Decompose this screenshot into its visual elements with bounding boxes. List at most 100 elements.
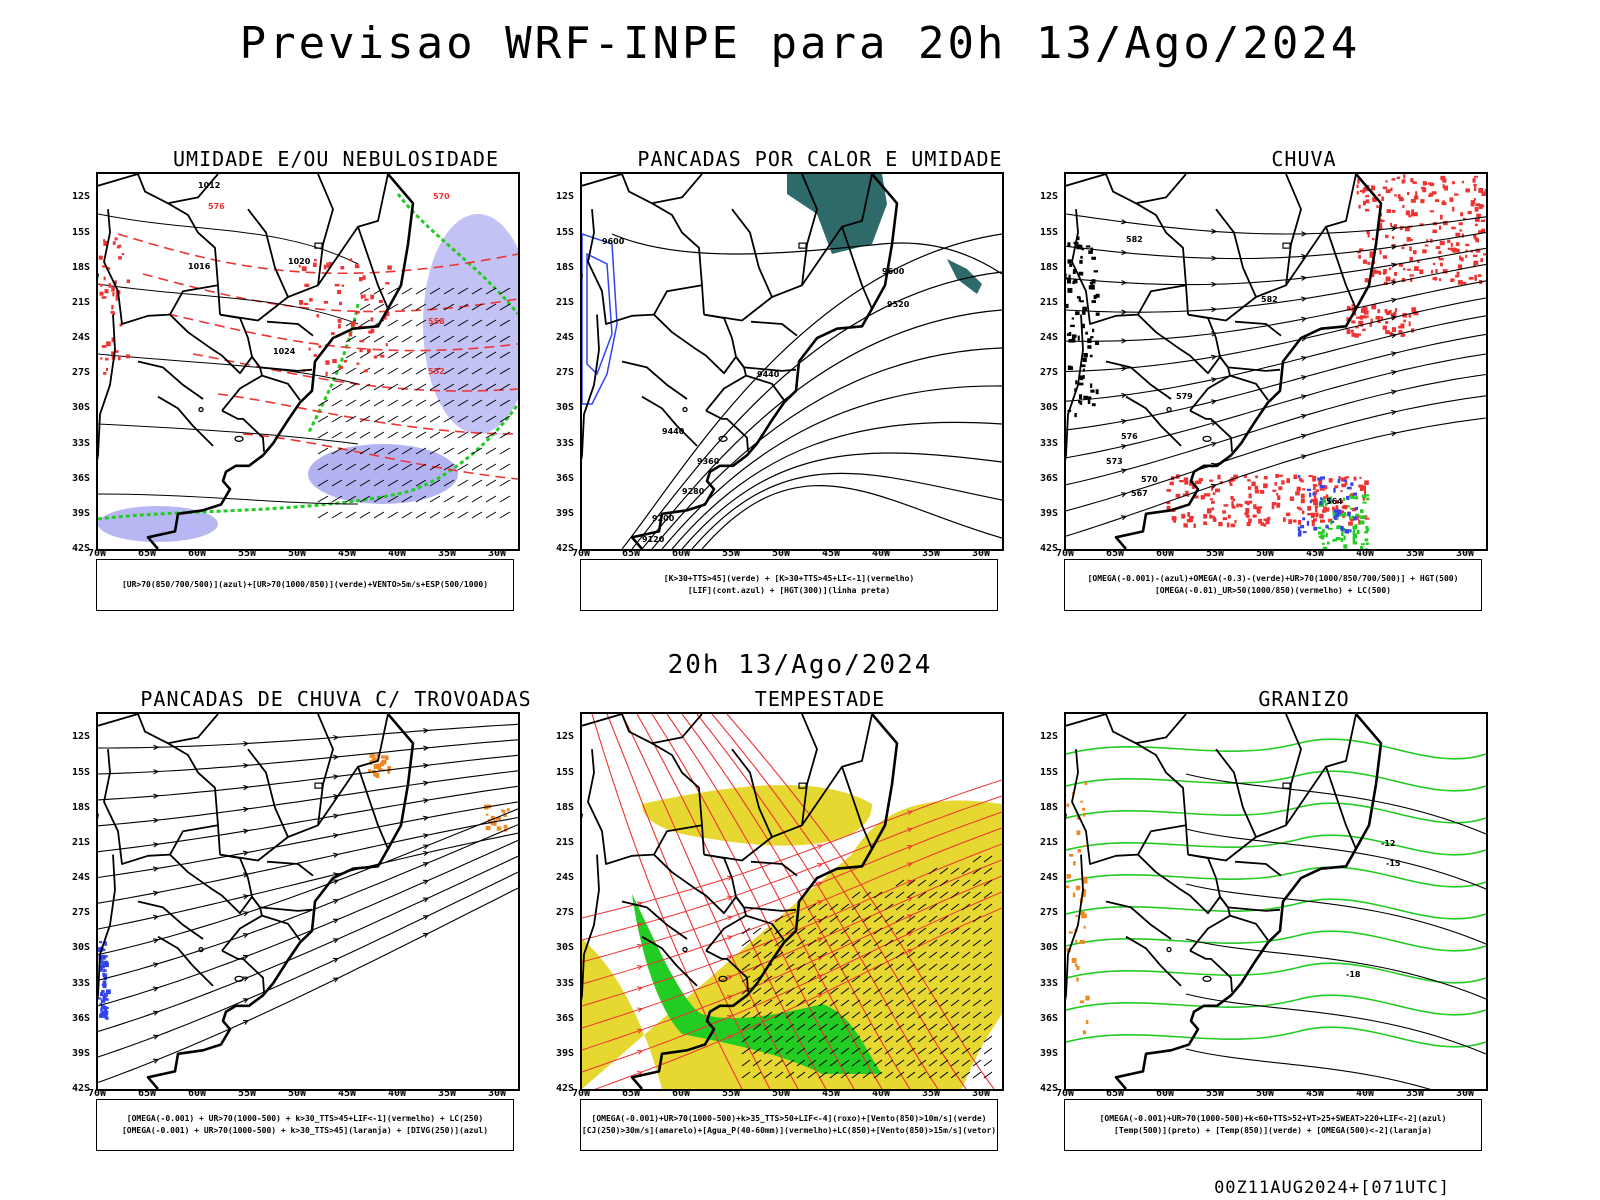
divergence-area-blue xyxy=(102,969,107,972)
streamline xyxy=(1066,213,1486,235)
wind-vector xyxy=(796,975,806,983)
rain-speckle xyxy=(1095,312,1100,316)
wind-vector xyxy=(961,987,971,995)
rain-area-red xyxy=(1460,257,1464,262)
wind-vector xyxy=(774,963,784,971)
wind-vector xyxy=(840,1011,850,1019)
state-border xyxy=(1234,860,1282,877)
map-chuva[interactable]: 582 582 579 576 573 570 567 564 xyxy=(1064,172,1488,551)
wind-vector xyxy=(961,1023,971,1031)
rain-area-red xyxy=(1389,222,1392,227)
rain-speckle xyxy=(1067,242,1071,247)
map-trovoadas[interactable] xyxy=(96,712,520,1091)
lat-tick-label: 24S xyxy=(556,332,575,344)
wind-vector xyxy=(961,891,971,899)
lon-tick-label: 60W xyxy=(1156,1088,1175,1099)
panel-umidade: UMIDADE E/OU NEBULOSIDADE 1012 1016 1020 10… xyxy=(72,147,576,627)
state-border xyxy=(801,174,818,286)
rain-area-red xyxy=(1175,493,1181,498)
wind-vector xyxy=(928,951,938,959)
rain-area-red xyxy=(1377,193,1381,197)
rain-area-red xyxy=(1470,200,1476,204)
map-umidade[interactable]: 1012 1016 1020 1024 570 576 558 552 xyxy=(96,172,520,551)
rain-area-red xyxy=(1438,278,1442,282)
instability-area-orange xyxy=(385,755,389,760)
lat-tick-label: 33S xyxy=(556,977,575,989)
wind-vector xyxy=(939,975,949,983)
rain-area-red xyxy=(1398,325,1403,329)
rain-area-red xyxy=(1354,333,1359,338)
map-granizo[interactable]: -12 -15 -18 xyxy=(1064,712,1488,1091)
lon-tick-label: 35W xyxy=(1406,548,1425,559)
lat-tick-label: 33S xyxy=(1040,437,1059,449)
wind-vector xyxy=(917,975,927,983)
streamline xyxy=(98,839,518,1007)
rain-area-red xyxy=(1210,500,1215,504)
rain-area-blue xyxy=(1344,529,1350,534)
stream-arrow xyxy=(423,780,430,786)
humidity-speckle-red xyxy=(366,348,371,353)
rain-area-green xyxy=(1359,509,1364,514)
wind-area-green xyxy=(632,894,882,1074)
wind-vector xyxy=(774,1011,784,1019)
rain-speckle xyxy=(1090,336,1094,339)
rain-area-green xyxy=(1318,531,1323,535)
lon-tick-label: 35W xyxy=(922,548,941,559)
humidity-speckle-red xyxy=(101,345,107,348)
divergence-area-blue xyxy=(99,941,103,944)
rain-area-red xyxy=(1441,201,1447,206)
state-border xyxy=(582,714,705,855)
stream-arrow xyxy=(1211,354,1218,360)
stream-arrow xyxy=(1300,433,1308,439)
wind-vector xyxy=(471,447,483,455)
map-pancadas-calor[interactable]: 9600 9600 9520 9440 9440 9360 9280 9200 9120 xyxy=(580,172,1004,551)
contour-label: 576 xyxy=(1121,432,1138,441)
wind-vector xyxy=(873,1059,883,1067)
state-border xyxy=(1187,174,1357,322)
wind-vector xyxy=(471,495,483,503)
rain-area-red xyxy=(1289,496,1295,501)
wind-vector xyxy=(983,867,993,875)
lat-tick-label: 24S xyxy=(72,872,91,884)
rain-area-red xyxy=(1409,274,1415,277)
wind-vector xyxy=(928,1071,938,1079)
instability-area-orange xyxy=(503,814,508,817)
wind-vector xyxy=(774,999,784,1007)
wind-vector xyxy=(818,975,828,983)
panel-chuva: CHUVA 582 582 579 576 573 570 567 564 [OMEGA(-0… xyxy=(1040,147,1544,627)
divergence-area-blue xyxy=(100,960,104,963)
rain-area-red xyxy=(1456,271,1460,275)
state-border xyxy=(587,749,703,865)
lat-tick-label: 30S xyxy=(1040,942,1059,954)
rain-area-red xyxy=(1364,517,1370,520)
rain-area-red xyxy=(1457,264,1463,269)
humidity-speckle-red xyxy=(102,265,106,268)
wind-vector xyxy=(950,927,960,935)
wind-vector xyxy=(851,1035,861,1043)
wind-vector xyxy=(785,951,795,959)
lat-tick-label: 21S xyxy=(556,836,575,848)
geopotential-contour xyxy=(681,452,1002,549)
state-border xyxy=(841,766,873,850)
rain-speckle xyxy=(1082,368,1085,372)
wind-vector xyxy=(884,963,894,971)
wind-vector xyxy=(401,319,413,327)
rain-area-red xyxy=(1298,508,1303,511)
wind-vector xyxy=(884,1023,894,1031)
state-border xyxy=(103,749,219,865)
rain-area-red xyxy=(1429,210,1435,213)
wind-vector xyxy=(928,963,938,971)
rain-area-red xyxy=(1253,504,1257,510)
rain-area-red xyxy=(1385,321,1389,324)
map-tempestade[interactable] xyxy=(580,712,1004,1091)
state-border xyxy=(1135,714,1187,745)
wind-vector xyxy=(851,891,861,899)
rain-area-red xyxy=(1358,484,1364,488)
rain-area-red xyxy=(1472,254,1478,258)
wind-vector xyxy=(950,891,960,899)
rain-area-green xyxy=(1343,535,1346,541)
rain-area-red xyxy=(1412,181,1417,184)
wind-vector xyxy=(387,431,399,439)
rain-area-red xyxy=(1379,219,1385,222)
lat-tick-label: 36S xyxy=(72,1012,91,1024)
